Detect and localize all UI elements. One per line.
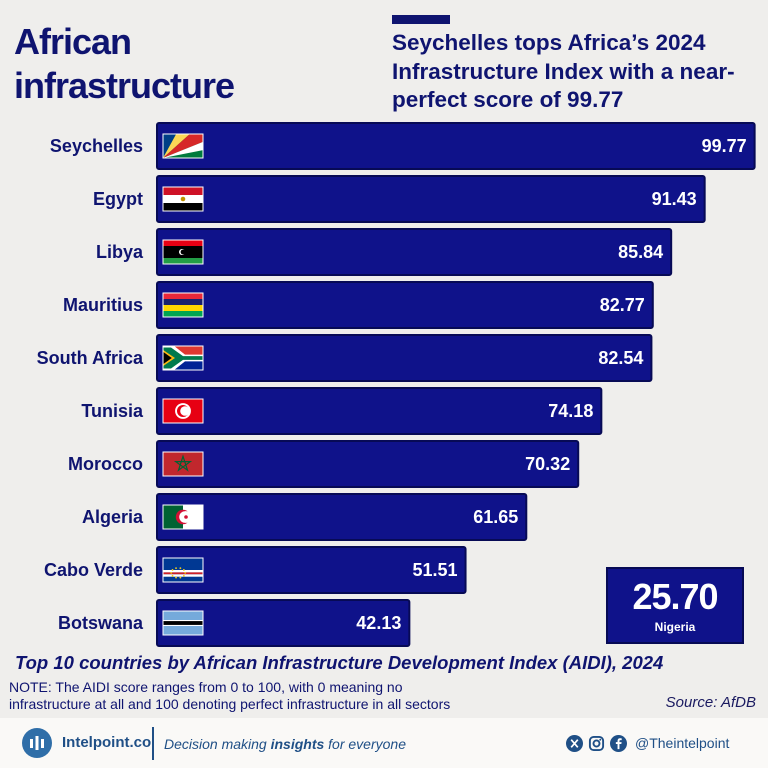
bar [156,122,756,170]
footer-divider [152,727,154,760]
note: NOTE: The AIDI score ranges from 0 to 10… [9,679,451,712]
bar [156,228,673,276]
value-label: 91.43 [652,189,697,209]
tagline-end: for everyone [324,736,406,752]
category-label: Libya [96,242,144,262]
bar [156,599,411,647]
headline: Seychelles tops Africa’s 2024 Infrastruc… [392,30,735,112]
category-label: South Africa [37,348,144,368]
category-label: Botswana [58,613,144,633]
bar [156,387,603,435]
south-africa-flag-icon [162,345,204,371]
tagline: Decision making insights for everyone [164,736,406,752]
bar [156,334,653,382]
value-label: 85.84 [618,242,663,262]
libya-flag-icon [162,239,204,265]
bar-chart: Seychelles 99.77 Egypt 91.43 Libya 85.84 Mauri… [37,122,756,647]
nigeria-label: Nigeria [654,620,696,634]
botswana-flag-icon [162,610,204,636]
value-label: 82.54 [598,348,643,368]
value-label: 61.65 [473,507,518,527]
footer: Intelpoint.co Decision making insights f… [0,718,768,768]
tagline-bold: insights [270,736,325,752]
category-label: Seychelles [50,136,143,156]
category-label: Algeria [82,507,144,527]
chart-caption: Top 10 countries by African Infrastructu… [15,652,664,673]
value-label: 74.18 [548,401,593,421]
bar [156,175,706,223]
bar [156,440,580,488]
value-label: 82.77 [600,295,645,315]
category-label: Cabo Verde [44,560,143,580]
mauritius-flag-icon [162,292,204,318]
category-label: Egypt [93,189,143,209]
category-label: Tunisia [81,401,144,421]
egypt-flag-icon [162,186,204,212]
tagline-start: Decision making [164,736,271,752]
category-label: Morocco [68,454,143,474]
bar [156,281,654,329]
brand-link[interactable]: Intelpoint.co [62,734,152,751]
bar [156,493,528,541]
tunisia-flag-icon [162,398,204,424]
accent-bar [392,15,450,24]
cabo-verde-flag-icon [162,557,204,583]
social-links: @Theintelpoint [566,731,729,755]
bar [156,546,467,594]
nigeria-value: 25.70 [632,576,718,617]
value-label: 70.32 [525,454,570,474]
intelpoint-logo-icon[interactable] [22,728,52,758]
morocco-flag-icon [162,451,204,477]
page-title: African infrastructure [14,21,235,106]
seychelles-flag-icon [162,133,204,159]
nigeria-callout: 25.70 Nigeria [606,567,744,644]
source: Source: AfDB [665,694,756,711]
value-label: 99.77 [702,136,747,156]
algeria-flag-icon [162,504,204,530]
facebook-icon[interactable] [610,734,627,752]
category-label: Mauritius [63,295,143,315]
value-label: 51.51 [412,560,457,580]
value-label: 42.13 [356,613,401,633]
instagram-icon[interactable] [588,735,605,752]
x-icon[interactable] [566,734,583,752]
social-handle[interactable]: @Theintelpoint [635,735,730,751]
